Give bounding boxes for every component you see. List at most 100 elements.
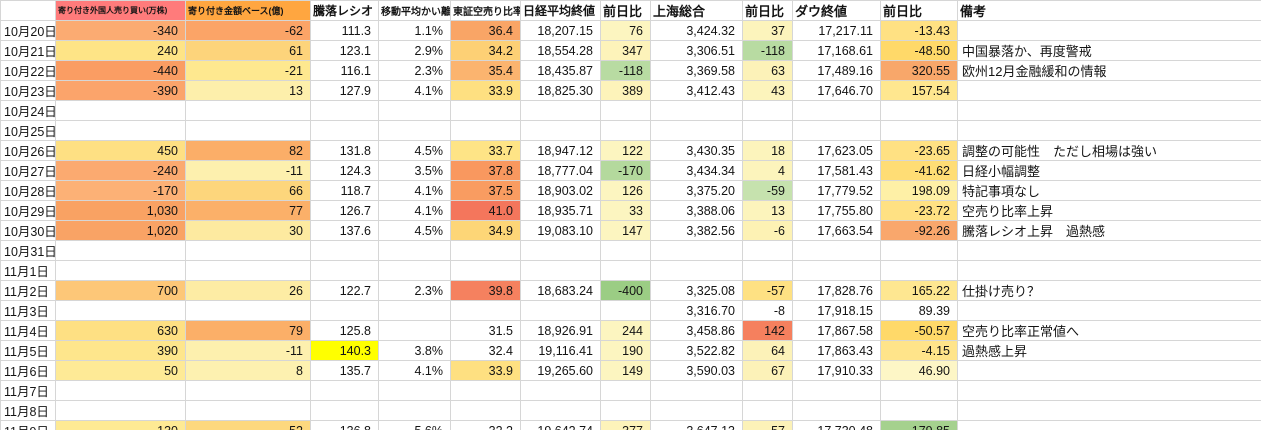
cell-nikkei-change[interactable] bbox=[600, 240, 651, 261]
cell-ma-deviation[interactable] bbox=[378, 320, 451, 341]
cell-shanghai-composite[interactable]: 3,306.51 bbox=[650, 40, 743, 61]
cell-nikkei-change[interactable]: -400 bbox=[600, 280, 651, 301]
cell-dow-change[interactable]: 46.90 bbox=[880, 360, 958, 381]
cell-dow-change[interactable] bbox=[880, 240, 958, 261]
cell-ma-deviation[interactable]: 4.1% bbox=[378, 200, 451, 221]
cell-ma-deviation[interactable]: 4.1% bbox=[378, 360, 451, 381]
cell-nikkei-close[interactable]: 18,554.28 bbox=[520, 40, 601, 61]
cell-foreign-open-trades[interactable]: -440 bbox=[55, 60, 186, 81]
cell-nikkei-change[interactable] bbox=[600, 120, 651, 141]
cell-nikkei-close[interactable]: 18,947.12 bbox=[520, 140, 601, 161]
cell-shanghai-composite[interactable] bbox=[650, 240, 743, 261]
cell-open-amount-base[interactable]: 52 bbox=[185, 420, 311, 430]
cell-nikkei-change[interactable]: 76 bbox=[600, 20, 651, 41]
cell-shanghai-composite[interactable] bbox=[650, 400, 743, 421]
cell-nikkei-change[interactable]: 244 bbox=[600, 320, 651, 341]
cell-shanghai-composite[interactable]: 3,316.70 bbox=[650, 300, 743, 321]
cell-foreign-open-trades[interactable]: 390 bbox=[55, 340, 186, 361]
cell-dow-close[interactable]: 17,828.76 bbox=[792, 280, 881, 301]
cell-nikkei-change[interactable]: 389 bbox=[600, 80, 651, 101]
cell-advance-decline-ratio[interactable]: 131.8 bbox=[310, 140, 379, 161]
column-header-ma-deviation[interactable]: 移動平均かい離 bbox=[378, 0, 451, 21]
cell-foreign-open-trades[interactable] bbox=[55, 400, 186, 421]
date-cell[interactable]: 10月25日 bbox=[0, 120, 56, 141]
cell-dow-change[interactable]: -92.26 bbox=[880, 220, 958, 241]
cell-dow-close[interactable] bbox=[792, 240, 881, 261]
cell-remarks[interactable]: 過熱感上昇 bbox=[957, 340, 1261, 361]
cell-nikkei-change[interactable]: 147 bbox=[600, 220, 651, 241]
cell-dow-change[interactable] bbox=[880, 380, 958, 401]
cell-shanghai-change[interactable]: 4 bbox=[742, 160, 793, 181]
cell-tse-short-ratio[interactable] bbox=[450, 380, 521, 401]
cell-ma-deviation[interactable]: 2.3% bbox=[378, 60, 451, 81]
cell-foreign-open-trades[interactable] bbox=[55, 300, 186, 321]
cell-advance-decline-ratio[interactable]: 135.7 bbox=[310, 360, 379, 381]
cell-shanghai-change[interactable] bbox=[742, 400, 793, 421]
cell-shanghai-change[interactable]: 63 bbox=[742, 60, 793, 81]
cell-ma-deviation[interactable]: 4.5% bbox=[378, 220, 451, 241]
cell-tse-short-ratio[interactable]: 39.8 bbox=[450, 280, 521, 301]
cell-ma-deviation[interactable]: 3.5% bbox=[378, 160, 451, 181]
cell-shanghai-change[interactable]: -8 bbox=[742, 300, 793, 321]
cell-dow-change[interactable]: 320.55 bbox=[880, 60, 958, 81]
cell-foreign-open-trades[interactable] bbox=[55, 260, 186, 281]
cell-advance-decline-ratio[interactable]: 118.7 bbox=[310, 180, 379, 201]
cell-advance-decline-ratio[interactable]: 126.7 bbox=[310, 200, 379, 221]
cell-open-amount-base[interactable]: -11 bbox=[185, 340, 311, 361]
cell-advance-decline-ratio[interactable]: 124.3 bbox=[310, 160, 379, 181]
cell-open-amount-base[interactable]: 8 bbox=[185, 360, 311, 381]
cell-ma-deviation[interactable] bbox=[378, 380, 451, 401]
column-header-shanghai-composite[interactable]: 上海総合 bbox=[650, 0, 743, 21]
cell-foreign-open-trades[interactable] bbox=[55, 240, 186, 261]
date-cell[interactable]: 10月20日 bbox=[0, 20, 56, 41]
cell-nikkei-close[interactable]: 18,926.91 bbox=[520, 320, 601, 341]
cell-shanghai-change[interactable]: -6 bbox=[742, 220, 793, 241]
column-header-shanghai-change[interactable]: 前日比 bbox=[742, 0, 793, 21]
cell-remarks[interactable]: 騰落レシオ上昇 過熱感 bbox=[957, 220, 1261, 241]
cell-nikkei-close[interactable]: 18,435.87 bbox=[520, 60, 601, 81]
cell-shanghai-change[interactable]: -118 bbox=[742, 40, 793, 61]
cell-remarks[interactable] bbox=[957, 380, 1261, 401]
cell-remarks[interactable] bbox=[957, 400, 1261, 421]
cell-shanghai-change[interactable]: -59 bbox=[742, 180, 793, 201]
cell-nikkei-close[interactable] bbox=[520, 380, 601, 401]
cell-tse-short-ratio[interactable] bbox=[450, 100, 521, 121]
cell-tse-short-ratio[interactable] bbox=[450, 300, 521, 321]
cell-dow-close[interactable] bbox=[792, 400, 881, 421]
cell-shanghai-composite[interactable]: 3,458.86 bbox=[650, 320, 743, 341]
cell-foreign-open-trades[interactable]: 1,020 bbox=[55, 220, 186, 241]
cell-open-amount-base[interactable] bbox=[185, 100, 311, 121]
date-cell[interactable]: 11月4日 bbox=[0, 320, 56, 341]
cell-open-amount-base[interactable]: -21 bbox=[185, 60, 311, 81]
cell-foreign-open-trades[interactable]: 630 bbox=[55, 320, 186, 341]
column-header-dow-close[interactable]: ダウ終値 bbox=[792, 0, 881, 21]
cell-nikkei-close[interactable]: 19,265.60 bbox=[520, 360, 601, 381]
cell-nikkei-close[interactable] bbox=[520, 300, 601, 321]
date-cell[interactable]: 10月21日 bbox=[0, 40, 56, 61]
cell-dow-close[interactable]: 17,863.43 bbox=[792, 340, 881, 361]
cell-remarks[interactable]: 特記事項なし bbox=[957, 180, 1261, 201]
cell-nikkei-close[interactable]: 18,935.71 bbox=[520, 200, 601, 221]
cell-shanghai-composite[interactable]: 3,382.56 bbox=[650, 220, 743, 241]
date-cell[interactable]: 10月31日 bbox=[0, 240, 56, 261]
cell-ma-deviation[interactable]: 4.1% bbox=[378, 180, 451, 201]
cell-tse-short-ratio[interactable]: 41.0 bbox=[450, 200, 521, 221]
cell-open-amount-base[interactable]: -62 bbox=[185, 20, 311, 41]
cell-shanghai-change[interactable]: 64 bbox=[742, 340, 793, 361]
cell-tse-short-ratio[interactable] bbox=[450, 240, 521, 261]
cell-dow-change[interactable]: -4.15 bbox=[880, 340, 958, 361]
date-cell[interactable]: 11月8日 bbox=[0, 400, 56, 421]
cell-ma-deviation[interactable] bbox=[378, 260, 451, 281]
cell-shanghai-composite[interactable]: 3,430.35 bbox=[650, 140, 743, 161]
cell-remarks[interactable] bbox=[957, 360, 1261, 381]
cell-dow-change[interactable] bbox=[880, 400, 958, 421]
date-cell[interactable]: 11月3日 bbox=[0, 300, 56, 321]
cell-dow-close[interactable]: 17,168.61 bbox=[792, 40, 881, 61]
cell-nikkei-change[interactable]: 377 bbox=[600, 420, 651, 430]
cell-nikkei-close[interactable]: 18,777.04 bbox=[520, 160, 601, 181]
cell-dow-close[interactable]: 17,755.80 bbox=[792, 200, 881, 221]
cell-tse-short-ratio[interactable]: 34.9 bbox=[450, 220, 521, 241]
cell-foreign-open-trades[interactable] bbox=[55, 100, 186, 121]
cell-nikkei-close[interactable]: 18,903.02 bbox=[520, 180, 601, 201]
cell-shanghai-composite[interactable]: 3,590.03 bbox=[650, 360, 743, 381]
